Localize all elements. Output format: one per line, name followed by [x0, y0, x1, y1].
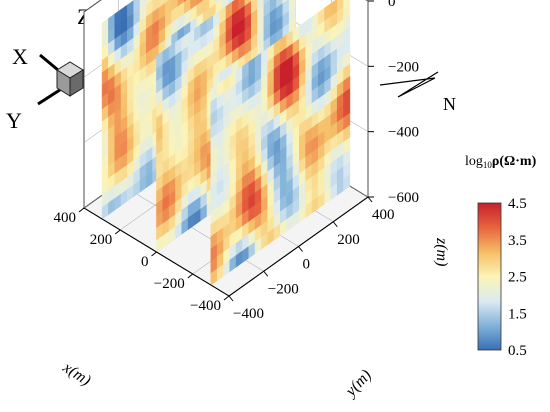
slice-cell — [250, 0, 253, 2]
x-tick-mark — [114, 229, 121, 235]
slice-cell — [215, 0, 221, 4]
slice-cell — [183, 0, 187, 2]
x-tick-mark — [187, 273, 194, 279]
y-tick-mark — [332, 221, 338, 228]
z-axis-label: z(m) — [433, 237, 450, 266]
slice-cell — [257, 0, 265, 10]
slice-cell — [165, 0, 172, 16]
slice-cell — [238, 0, 246, 11]
slice-cell — [202, 0, 210, 13]
z-tick-label: −400 — [388, 125, 419, 141]
cube-right-face — [69, 69, 84, 97]
colorbar: log10ρ(Ω·m) 4.5 3.5 2.5 1.5 0.5 — [465, 154, 537, 359]
slice-cell — [244, 0, 252, 6]
slice-cell — [263, 0, 271, 17]
z-tick-label: 0 — [388, 0, 396, 10]
colorbar-gradient — [477, 202, 502, 351]
slice-cell — [343, 0, 351, 8]
colorbar-tick-label: 0.5 — [508, 343, 527, 359]
x-tick-label: 400 — [54, 210, 77, 226]
slice-cell — [165, 0, 170, 4]
slice-cell — [263, 0, 271, 5]
slice-cell — [190, 0, 198, 10]
colorbar-tick-label: 3.5 — [508, 233, 527, 249]
y-tick-mark — [228, 295, 234, 302]
orientation-y-label: Y — [6, 108, 22, 133]
slice-cell — [288, 0, 296, 12]
y-tick-label: 400 — [372, 207, 395, 223]
y-tick-mark — [298, 246, 303, 252]
orientation-x-label: X — [12, 44, 28, 69]
north-arrow: N — [379, 71, 456, 114]
slice-cell — [269, 0, 277, 13]
y-tick-label: 200 — [337, 232, 360, 248]
slice-cell — [232, 0, 239, 15]
slice-cell — [209, 0, 217, 9]
y-tick-mark — [263, 270, 269, 277]
x-tick-mark — [151, 251, 157, 257]
slice-cell — [171, 0, 179, 11]
slice-cell — [146, 0, 153, 5]
slice-cell — [196, 0, 204, 6]
z-tick-label: −600 — [388, 190, 419, 206]
slice-cell — [250, 0, 258, 14]
slice-cell — [282, 0, 288, 4]
axis-ticks: 4002000−200−4004002000−200−4000−200−400−… — [54, 0, 419, 322]
slice-cell — [282, 0, 290, 16]
slice-cell — [330, 0, 338, 17]
slice-3 — [210, 0, 351, 286]
colorbar-tick-label: 1.5 — [508, 306, 527, 322]
north-arrow-icon — [379, 71, 439, 98]
slice-cell — [177, 0, 185, 7]
colorbar-ticks: 4.5 3.5 2.5 1.5 0.5 — [508, 196, 527, 359]
x-tick-label: 200 — [90, 232, 113, 248]
resistivity-slices — [101, 0, 351, 286]
x-tick-label: 0 — [141, 254, 149, 270]
x-axis-label: x(m) — [59, 359, 94, 390]
slice-cell — [133, 0, 141, 14]
x-tick-label: −200 — [154, 276, 185, 292]
colorbar-tick-label: 4.5 — [508, 196, 527, 212]
slice-cell — [336, 0, 344, 12]
x-tick-mark — [78, 207, 85, 213]
slice-cell — [152, 0, 160, 13]
y-tick-label: −200 — [268, 281, 299, 297]
y-tick-label: −400 — [233, 306, 264, 322]
y-tick-mark — [367, 196, 373, 203]
slice-cell — [183, 0, 191, 15]
z-tick-label: −200 — [388, 59, 419, 75]
slice-cell — [196, 0, 204, 18]
north-label: N — [443, 94, 456, 114]
x-tick-label: −400 — [190, 298, 221, 314]
slice-cell — [139, 0, 147, 9]
y-tick-label: 0 — [303, 257, 311, 273]
colorbar-tick-label: 2.5 — [508, 270, 527, 286]
y-axis-label: y(m) — [341, 367, 375, 401]
slice-cell — [158, 0, 166, 8]
slice-cell — [146, 0, 153, 17]
slice-cell — [276, 0, 284, 8]
x-tick-mark — [223, 295, 230, 301]
orientation-indicator: Z X Y — [6, 4, 90, 133]
colorbar-title: log10ρ(Ω·m) — [465, 154, 537, 170]
